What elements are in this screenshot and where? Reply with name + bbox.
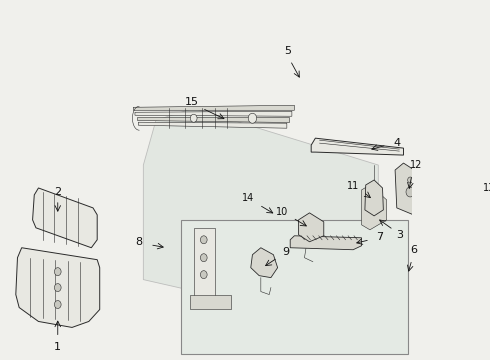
- Text: 1: 1: [54, 342, 61, 352]
- Text: 15: 15: [185, 97, 199, 107]
- Text: 12: 12: [410, 160, 422, 170]
- Circle shape: [200, 236, 207, 244]
- Circle shape: [54, 284, 61, 292]
- Text: 11: 11: [347, 181, 359, 191]
- Circle shape: [54, 301, 61, 309]
- Text: 9: 9: [282, 247, 290, 257]
- Text: 10: 10: [276, 207, 288, 217]
- Polygon shape: [298, 213, 324, 242]
- Circle shape: [406, 187, 415, 197]
- Text: 14: 14: [242, 193, 254, 203]
- Polygon shape: [138, 122, 287, 128]
- Text: 2: 2: [54, 187, 61, 197]
- Text: 3: 3: [396, 230, 403, 240]
- Circle shape: [408, 177, 413, 183]
- Text: 7: 7: [376, 232, 384, 242]
- Text: 5: 5: [284, 45, 291, 55]
- Polygon shape: [365, 180, 383, 216]
- Polygon shape: [137, 117, 290, 122]
- Polygon shape: [133, 105, 294, 110]
- Circle shape: [248, 113, 257, 123]
- Polygon shape: [194, 228, 215, 300]
- Polygon shape: [144, 108, 378, 319]
- Polygon shape: [395, 163, 424, 215]
- Polygon shape: [135, 111, 292, 116]
- Circle shape: [54, 268, 61, 276]
- Circle shape: [200, 254, 207, 262]
- Text: 6: 6: [410, 245, 417, 255]
- Polygon shape: [190, 294, 231, 310]
- Polygon shape: [459, 178, 483, 215]
- Bar: [181, 220, 408, 354]
- Polygon shape: [251, 248, 278, 278]
- Text: 8: 8: [136, 237, 143, 247]
- Polygon shape: [311, 138, 403, 155]
- Polygon shape: [362, 185, 387, 230]
- Text: 4: 4: [393, 138, 400, 148]
- Polygon shape: [16, 248, 99, 328]
- Polygon shape: [290, 236, 362, 250]
- Circle shape: [200, 271, 207, 279]
- Circle shape: [190, 114, 197, 122]
- Polygon shape: [32, 188, 97, 248]
- Text: 13: 13: [483, 183, 490, 193]
